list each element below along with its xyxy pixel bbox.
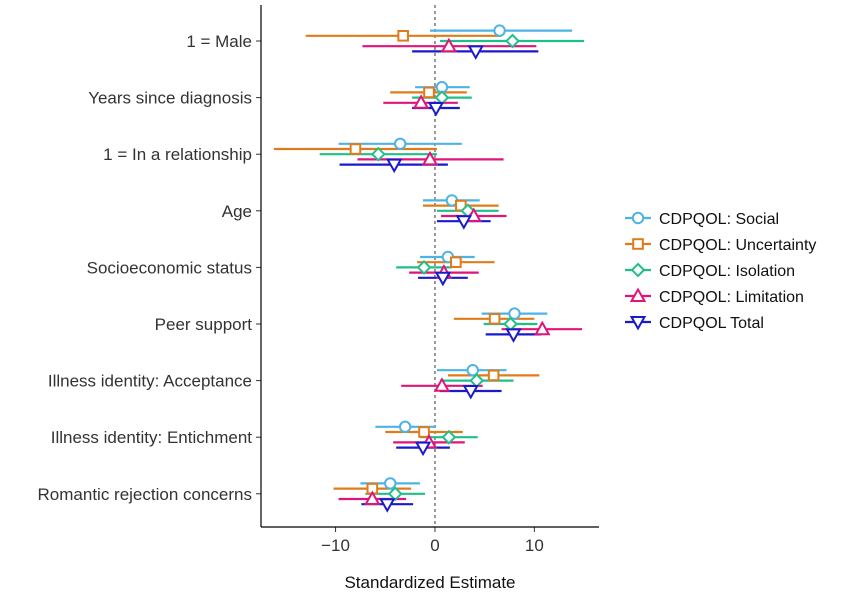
legend-item: CDPQOL: Limitation <box>625 287 804 306</box>
point-estimate-square <box>450 256 462 268</box>
point-estimate-diamond <box>370 146 386 162</box>
point-estimate-square <box>349 143 362 155</box>
x-axis-ticks: −10 0 10 <box>321 527 544 555</box>
legend-item: CDPQOL: Isolation <box>625 262 795 280</box>
point-estimate-circle <box>393 137 407 151</box>
legend-label: CDPQOL: Isolation <box>659 263 795 280</box>
legend-marker-circle <box>631 211 645 225</box>
point-estimate-square <box>418 426 430 438</box>
x-axis-title: Standardized Estimate <box>344 573 515 592</box>
y-tick-label: Illness identity: Entichment <box>51 428 253 447</box>
point-estimate-triangle-down <box>434 271 452 287</box>
point-estimate-triangle-up <box>433 377 451 392</box>
point-estimate-square <box>487 369 500 382</box>
y-tick-label: 1 = Male <box>186 32 252 51</box>
y-tick-label: Illness identity: Acceptance <box>48 372 252 391</box>
legend-label: CDPQOL: Uncertainty <box>659 237 816 254</box>
data-marks <box>273 24 585 513</box>
point-estimate-square <box>488 313 501 325</box>
legend-item: CDPQOL Total <box>625 315 764 332</box>
point-estimate-square <box>397 30 409 42</box>
point-estimate-triangle-up <box>421 150 439 166</box>
legend-item: CDPQOL: Social <box>625 211 779 228</box>
x-tick-label: −10 <box>321 536 350 555</box>
point-estimates <box>349 24 551 513</box>
y-tick-label: Peer support <box>155 315 253 334</box>
legend-label: CDPQOL: Social <box>659 211 779 228</box>
y-tick-label: Age <box>222 202 252 221</box>
point-estimate-triangle-down <box>455 215 473 230</box>
legend: CDPQOL: Social CDPQOL: Uncertainty CDPQOL:… <box>625 211 816 332</box>
y-tick-label: 1 = In a relationship <box>103 145 252 164</box>
legend-item: CDPQOL: Uncertainty <box>625 237 816 254</box>
legend-marker-triangle-down <box>629 316 647 331</box>
point-estimate-triangle-up <box>364 490 381 505</box>
point-estimate-circle <box>493 24 506 37</box>
point-estimate-diamond <box>387 486 403 502</box>
point-estimate-circle <box>508 307 521 320</box>
legend-marker-diamond <box>630 262 646 278</box>
point-estimate-triangle-down <box>379 498 396 513</box>
point-estimate-triangle-down <box>505 328 522 343</box>
x-tick-label: 10 <box>525 536 544 555</box>
y-axis-ticks <box>256 40 261 495</box>
point-estimate-triangle-up <box>440 37 458 53</box>
point-estimate-triangle-down <box>467 45 484 60</box>
point-estimate-triangle-up <box>534 320 551 336</box>
point-estimate-diamond <box>416 259 432 275</box>
point-estimate-circle <box>384 477 397 490</box>
legend-label: CDPQOL: Limitation <box>659 289 804 306</box>
y-tick-label: Socioeconomic status <box>87 258 252 277</box>
point-estimate-triangle-up <box>412 94 430 109</box>
point-estimate-triangle-down <box>462 385 479 400</box>
x-tick-label: 0 <box>430 536 439 555</box>
point-estimate-triangle-down <box>385 158 403 174</box>
point-estimate-square <box>423 86 435 99</box>
legend-label: CDPQOL Total <box>659 315 764 332</box>
y-tick-label: Romantic rejection concerns <box>38 485 252 504</box>
point-estimate-diamond <box>441 429 457 445</box>
y-tick-label: Years since diagnosis <box>88 89 252 108</box>
point-estimate-diamond <box>505 33 520 49</box>
y-axis-labels: 1 = Male Years since diagnosis 1 = In a re… <box>38 32 253 504</box>
legend-marker-triangle-up <box>629 287 647 302</box>
legend-marker-square <box>632 238 644 250</box>
point-estimate-circle <box>398 420 412 433</box>
point-estimate-triangle-down <box>414 441 432 457</box>
point-estimate-circle <box>466 364 479 377</box>
point-estimate-triangle-down <box>427 102 445 117</box>
